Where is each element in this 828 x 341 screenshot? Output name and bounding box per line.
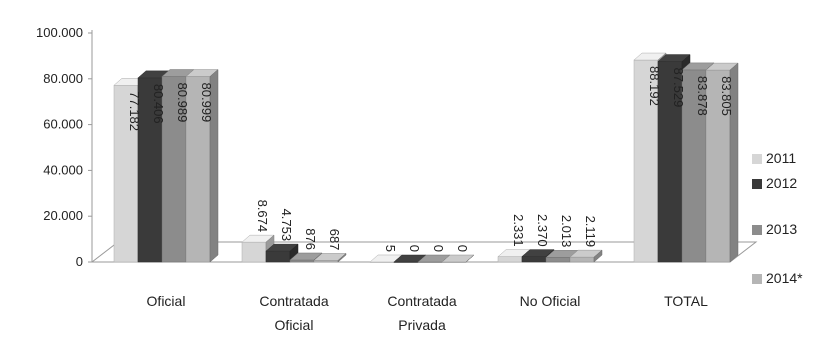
category-label: Contratada xyxy=(259,293,328,309)
data-label: 2.331 xyxy=(511,214,526,247)
data-label: 80.406 xyxy=(151,84,166,124)
category-labels: Oficial Contratada Oficial Contratada Privad… xyxy=(147,293,709,333)
data-label: 2.119 xyxy=(583,216,598,248)
category-label: Oficial xyxy=(275,317,314,333)
data-label: 2.370 xyxy=(535,214,550,247)
y-axis: 0 20.000 40.000 60.000 80.000 100.000 xyxy=(36,25,93,269)
y-tick-label: 80.000 xyxy=(43,71,83,86)
y-tick-label: 100.000 xyxy=(36,25,83,40)
bar-side xyxy=(465,254,475,263)
y-tick-label: 60.000 xyxy=(43,117,83,132)
data-label: 77.182 xyxy=(127,91,142,131)
data-label: 0 xyxy=(407,245,422,252)
category-label: Oficial xyxy=(147,293,186,309)
y-tick-label: 0 xyxy=(76,254,83,269)
legend-label: 2013 xyxy=(766,221,797,237)
data-label: 0 xyxy=(431,245,446,252)
data-label: 80.999 xyxy=(199,83,214,123)
legend-swatch xyxy=(752,274,762,284)
data-label: 87.529 xyxy=(671,68,686,108)
legend-label: 2012 xyxy=(766,175,797,191)
data-label: 5 xyxy=(383,245,398,252)
legend-swatch xyxy=(752,225,762,235)
bar-front xyxy=(497,256,523,263)
bar-front xyxy=(289,259,315,263)
bar-front xyxy=(241,241,267,263)
data-label: 687 xyxy=(327,229,342,251)
bar xyxy=(705,62,739,263)
bar-front xyxy=(185,76,211,263)
data-label: 4.753 xyxy=(279,209,294,242)
legend-label: 2014* xyxy=(766,270,803,286)
data-label: 8.674 xyxy=(255,200,270,233)
bar-side xyxy=(209,68,219,263)
bar xyxy=(441,254,475,263)
bar-front xyxy=(265,250,291,263)
bar xyxy=(185,68,219,263)
category-label: No Oficial xyxy=(520,293,581,309)
bar-front xyxy=(161,76,187,263)
legend-swatch xyxy=(752,179,762,189)
legend-item: 2012 xyxy=(752,175,797,191)
bar-side xyxy=(729,62,739,263)
legend-label: 2011 xyxy=(766,150,796,166)
data-label: 80.989 xyxy=(175,83,190,123)
category-label: Contratada xyxy=(387,293,456,309)
data-label: 88.192 xyxy=(647,66,662,106)
bar-front xyxy=(657,61,683,263)
legend-swatch xyxy=(752,154,762,164)
data-label: 876 xyxy=(303,228,318,250)
legend-item: 2013 xyxy=(752,221,797,237)
bar-side xyxy=(337,252,347,263)
legend: 2011 2012 2013 2014* xyxy=(752,150,803,286)
data-label: 2.013 xyxy=(559,215,574,248)
y-tick-label: 20.000 xyxy=(43,208,83,223)
data-labels: 77.182 80.406 80.989 80.999 8.674 4.753 876 687… xyxy=(127,66,734,252)
data-label: 83.805 xyxy=(719,76,734,116)
bar xyxy=(569,249,603,263)
bar-front xyxy=(705,69,731,263)
data-label: 0 xyxy=(455,245,470,252)
legend-item: 2014* xyxy=(752,270,803,286)
bar xyxy=(313,252,347,263)
legend-item: 2011 xyxy=(752,150,796,166)
bar xyxy=(265,243,299,263)
category-label: Privada xyxy=(398,317,446,333)
bar-front xyxy=(569,256,595,263)
category-label: TOTAL xyxy=(664,293,708,309)
bars xyxy=(113,52,739,263)
bar-front xyxy=(545,257,571,263)
data-label: 83.878 xyxy=(695,76,710,116)
bar-side xyxy=(593,249,603,263)
y-tick-label: 40.000 xyxy=(43,162,83,177)
bar-front xyxy=(521,256,547,263)
